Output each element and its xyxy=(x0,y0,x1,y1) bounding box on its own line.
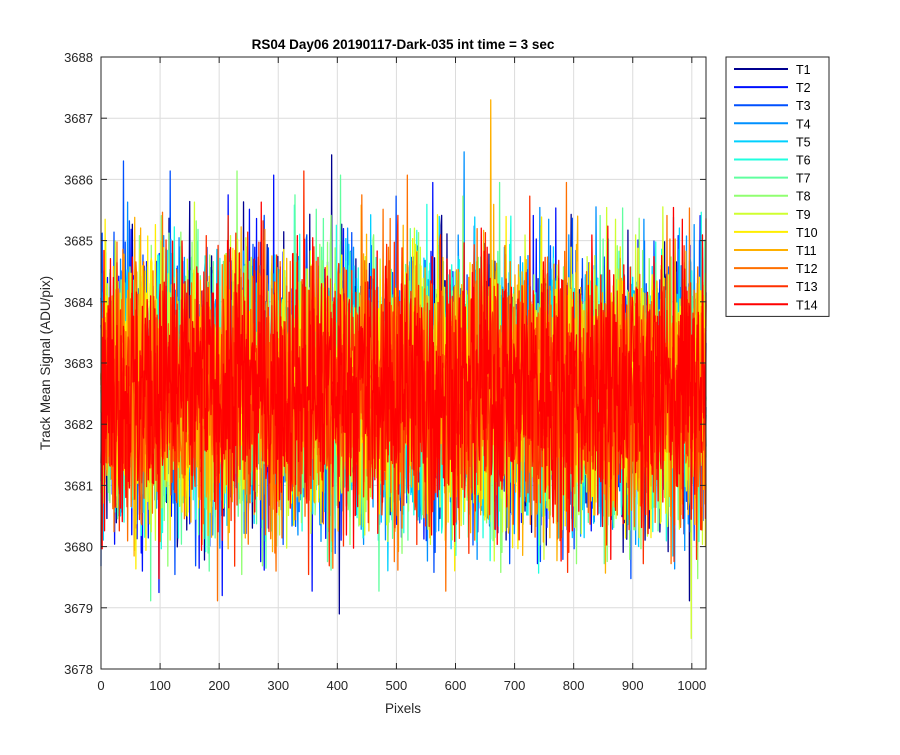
y-axis-label: Track Mean Signal (ADU/pix) xyxy=(38,276,53,450)
legend-label: T9 xyxy=(796,208,811,222)
y-tick-label: 3688 xyxy=(64,50,93,65)
legend-label: T5 xyxy=(796,135,811,149)
legend-label: T12 xyxy=(796,262,818,276)
x-tick-label: 600 xyxy=(445,678,467,693)
x-tick-label: 1000 xyxy=(677,678,706,693)
y-tick-label: 3680 xyxy=(64,540,93,555)
y-tick-label: 3685 xyxy=(64,234,93,249)
legend: T1 T2 T3 T4 T5 T6 T7 T8 T9 T10 T11 T12 T13 T14 xyxy=(725,56,830,317)
legend-label: T2 xyxy=(796,81,811,95)
x-tick-label: 700 xyxy=(504,678,526,693)
legend-box xyxy=(725,56,830,317)
x-tick-label: 200 xyxy=(208,678,230,693)
legend-label: T4 xyxy=(796,117,811,131)
x-tick-label: 900 xyxy=(622,678,644,693)
legend-label: T14 xyxy=(796,298,818,312)
legend-label: T10 xyxy=(796,226,818,240)
x-tick-label: 500 xyxy=(386,678,408,693)
legend-label: T3 xyxy=(796,99,811,113)
legend-label: T13 xyxy=(796,280,818,294)
y-axis: 3678 3679 3680 3681 3682 3683 3684 3685 3686 3687… xyxy=(64,50,706,677)
legend-label: T6 xyxy=(796,154,811,168)
y-tick-label: 3682 xyxy=(64,417,93,432)
y-tick-label: 3683 xyxy=(64,356,93,371)
y-tick-label: 3684 xyxy=(64,295,93,310)
x-tick-label: 0 xyxy=(97,678,104,693)
y-tick-label: 3687 xyxy=(64,111,93,126)
x-tick-label: 800 xyxy=(563,678,585,693)
x-axis: 0 100 200 300 400 500 600 700 800 900 1000 xyxy=(97,57,706,693)
series-line-t14 xyxy=(100,201,707,580)
x-tick-label: 400 xyxy=(326,678,348,693)
y-tick-label: 3681 xyxy=(64,478,93,493)
x-tick-label: 300 xyxy=(267,678,289,693)
legend-label: T7 xyxy=(796,172,811,186)
legend-label: T8 xyxy=(796,190,811,204)
legend-label: T1 xyxy=(796,63,811,77)
y-tick-label: 3679 xyxy=(64,601,93,616)
legend-label: T11 xyxy=(796,244,817,258)
plot-lines xyxy=(100,99,707,640)
x-axis-label: Pixels xyxy=(385,701,421,716)
y-tick-label: 3678 xyxy=(64,662,93,677)
x-tick-label: 100 xyxy=(149,678,171,693)
y-tick-label: 3686 xyxy=(64,172,93,187)
chart-title: RS04 Day06 20190117-Dark-035 int time = … xyxy=(252,37,555,52)
